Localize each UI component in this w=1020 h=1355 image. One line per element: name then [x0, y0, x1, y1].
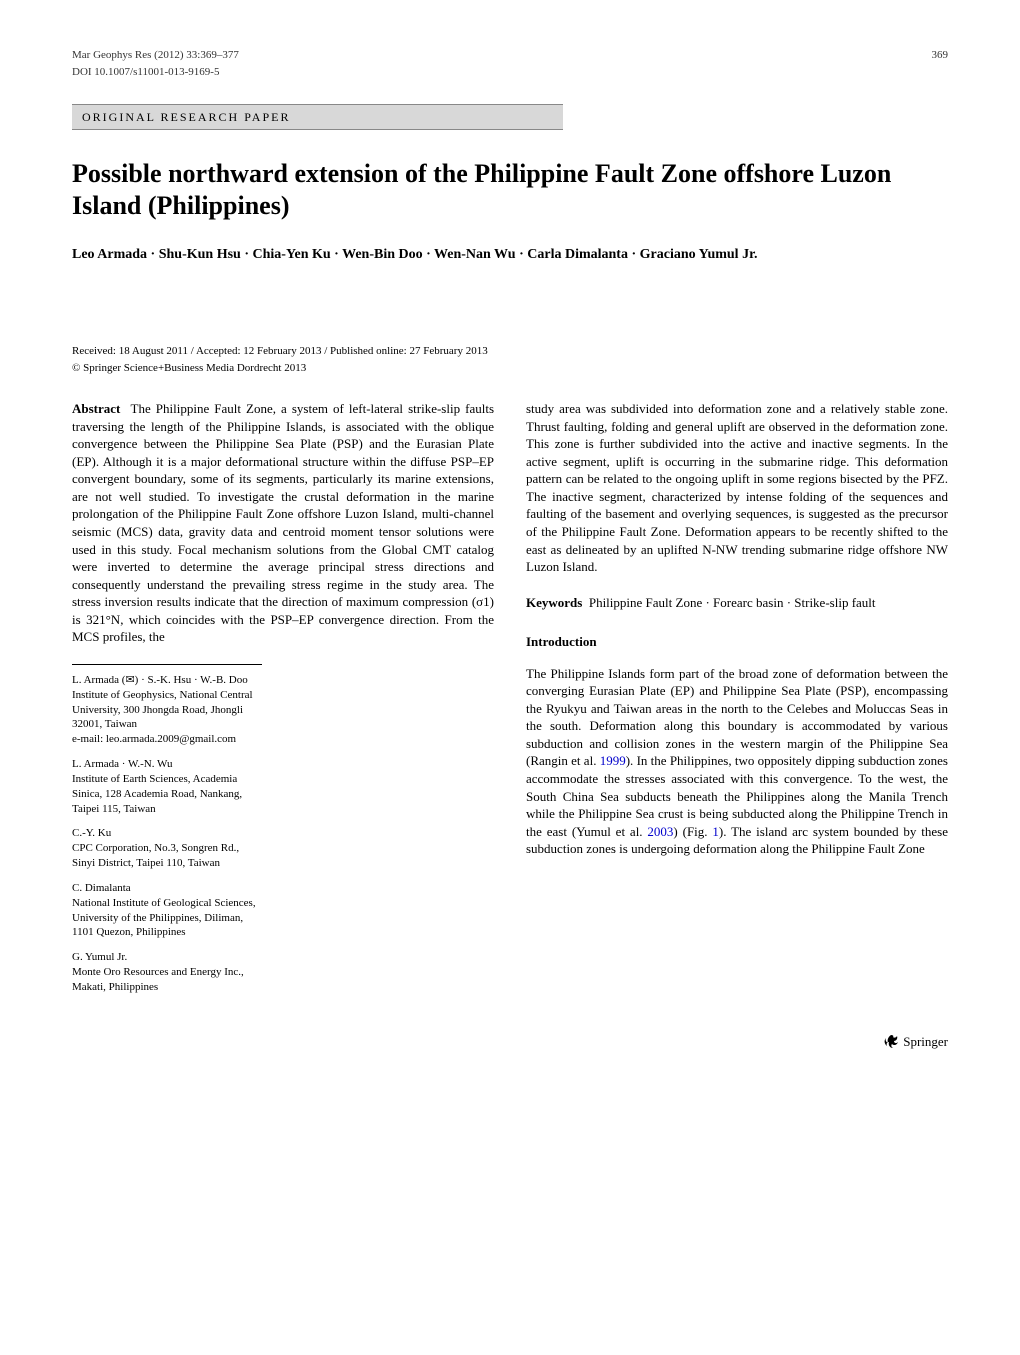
affil-email: e-mail: leo.armada.2009@gmail.com: [72, 732, 262, 747]
keywords-line: Keywords Philippine Fault Zone · Forearc…: [526, 594, 948, 612]
affiliation-block: C. Dimalanta National Institute of Geolo…: [72, 881, 262, 940]
right-column: study area was subdivided into deformati…: [526, 400, 948, 1005]
intro-body-text: The Philippine Islands form part of the …: [526, 666, 948, 856]
affiliation-block: L. Armada · W.-N. Wu Institute of Earth …: [72, 757, 262, 816]
affiliation-block: G. Yumul Jr. Monte Oro Resources and Ene…: [72, 950, 262, 995]
affil-names: L. Armada (✉) · S.-K. Hsu · W.-B. Doo: [72, 673, 262, 688]
keywords-text: Philippine Fault Zone · Forearc basin · …: [589, 595, 876, 610]
abstract-text-right: study area was subdivided into deformati…: [526, 400, 948, 575]
citation-link[interactable]: 1999: [600, 753, 626, 768]
running-header: Mar Geophys Res (2012) 33:369–377 369: [72, 48, 948, 63]
introduction-heading: Introduction: [526, 633, 948, 651]
affiliation-block: C.-Y. Ku CPC Corporation, No.3, Songren …: [72, 826, 262, 871]
introduction-text: The Philippine Islands form part of the …: [526, 665, 948, 858]
doi: DOI 10.1007/s11001-013-9169-5: [72, 65, 948, 80]
affil-names: C. Dimalanta: [72, 881, 262, 896]
page-number: 369: [932, 48, 949, 63]
affiliation-block: L. Armada (✉) · S.-K. Hsu · W.-B. Doo In…: [72, 673, 262, 747]
affil-names: L. Armada · W.-N. Wu: [72, 757, 262, 772]
affil-names: C.-Y. Ku: [72, 826, 262, 841]
page-footer: Springer: [72, 1033, 948, 1054]
affil-address: Monte Oro Resources and Energy Inc., Mak…: [72, 965, 262, 995]
article-title: Possible northward extension of the Phil…: [72, 158, 948, 223]
figure-link[interactable]: 1: [712, 824, 719, 839]
publication-dates: Received: 18 August 2011 / Accepted: 12 …: [72, 344, 948, 359]
abstract-label: Abstract: [72, 401, 120, 416]
left-column: Abstract The Philippine Fault Zone, a sy…: [72, 400, 494, 1005]
affil-address: Institute of Earth Sciences, Academia Si…: [72, 772, 262, 817]
abstract-paragraph: Abstract The Philippine Fault Zone, a sy…: [72, 400, 494, 646]
affil-address: CPC Corporation, No.3, Songren Rd., Siny…: [72, 841, 262, 871]
abstract-text-left: The Philippine Fault Zone, a system of l…: [72, 401, 494, 644]
two-column-body: Abstract The Philippine Fault Zone, a sy…: [72, 400, 948, 1005]
author-affiliations: L. Armada (✉) · S.-K. Hsu · W.-B. Doo In…: [72, 664, 262, 995]
article-type-banner: ORIGINAL RESEARCH PAPER: [72, 104, 563, 130]
journal-reference: Mar Geophys Res (2012) 33:369–377: [72, 48, 239, 63]
affil-address: National Institute of Geological Science…: [72, 896, 262, 941]
affil-names: G. Yumul Jr.: [72, 950, 262, 965]
affil-address: Institute of Geophysics, National Centra…: [72, 688, 262, 733]
copyright-notice: © Springer Science+Business Media Dordre…: [72, 361, 948, 376]
publisher-name: Springer: [903, 1033, 948, 1051]
citation-link[interactable]: 2003: [647, 824, 673, 839]
keywords-label: Keywords: [526, 595, 582, 610]
springer-logo: Springer: [883, 1033, 948, 1051]
springer-icon: [883, 1034, 899, 1050]
authors-list: Leo Armada · Shu-Kun Hsu · Chia-Yen Ku ·…: [72, 245, 948, 265]
